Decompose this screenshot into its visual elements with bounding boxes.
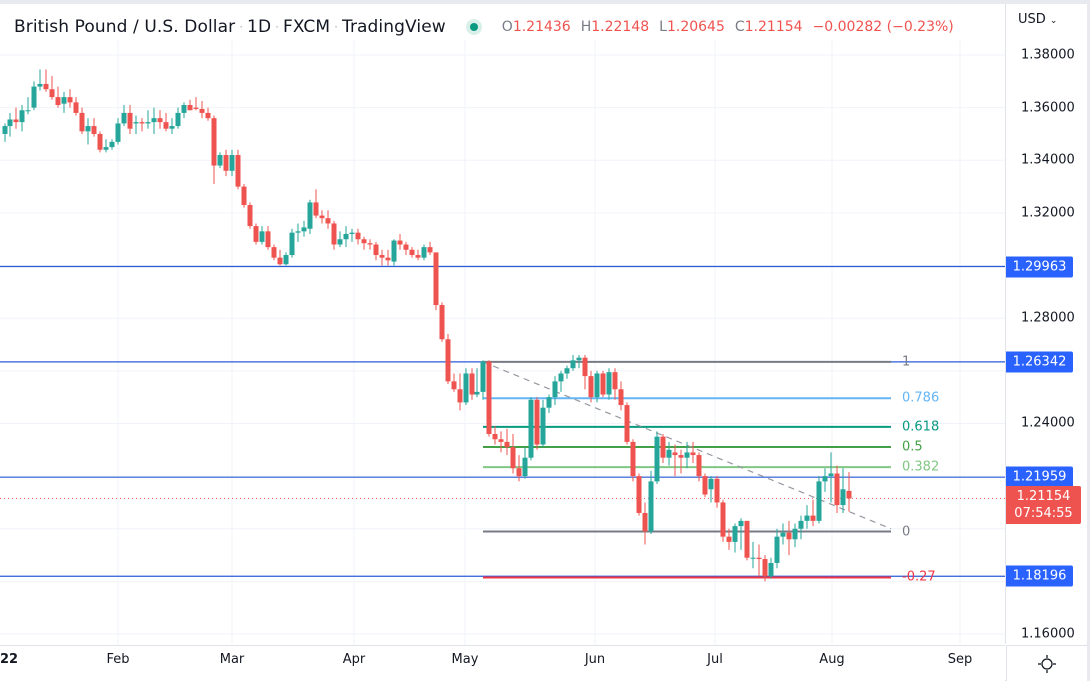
last-price: 1.21154 bbox=[1016, 489, 1071, 505]
fib-level-label: -0.27 bbox=[902, 569, 936, 585]
price-tick: 1.16000 bbox=[1021, 626, 1075, 642]
price-tick: 1.38000 bbox=[1021, 47, 1075, 63]
price-tick: 1.32000 bbox=[1021, 205, 1075, 221]
close-value: 1.21154 bbox=[744, 19, 803, 35]
price-line-tag[interactable]: 1.26342 bbox=[1006, 351, 1073, 373]
separator: · bbox=[275, 20, 279, 34]
fib-level-label: 0.5 bbox=[902, 439, 923, 455]
data-source: TradingView bbox=[341, 17, 446, 37]
interval[interactable]: 1D bbox=[247, 17, 272, 37]
fib-level-label: 1 bbox=[902, 354, 911, 370]
time-label: Jun bbox=[584, 652, 606, 667]
change-value: −0.00282 (−0.23%) bbox=[812, 19, 954, 35]
low-label: L bbox=[659, 19, 667, 35]
open-label: O bbox=[501, 19, 513, 35]
bar-countdown: 07:54:55 bbox=[1014, 506, 1073, 522]
market-status-icon[interactable] bbox=[465, 19, 482, 35]
fib-level-label: 0.618 bbox=[902, 419, 940, 435]
time-label: Feb bbox=[106, 652, 130, 667]
chart-frame bbox=[0, 4, 1086, 680]
time-label: Apr bbox=[342, 652, 366, 667]
symbol-name[interactable]: British Pound / U.S. Dollar bbox=[14, 17, 236, 37]
currency-label: USD bbox=[1018, 12, 1046, 27]
sun-gear-icon bbox=[1038, 654, 1056, 673]
price-line-tag[interactable]: 1.21959 bbox=[1006, 466, 1073, 488]
ohlc-values: O1.21436 H1.22148 L1.20645 C1.21154 −0.0… bbox=[502, 19, 954, 35]
separator: · bbox=[334, 20, 338, 34]
chart-settings-button[interactable] bbox=[1006, 645, 1087, 681]
time-axis[interactable] bbox=[0, 645, 1005, 681]
price-line-tag[interactable]: 1.18196 bbox=[1006, 565, 1073, 587]
price-tick: 1.24000 bbox=[1021, 415, 1075, 431]
time-label: Aug bbox=[819, 652, 845, 667]
price-chart[interactable] bbox=[0, 0, 1005, 645]
fib-level-label: 0.786 bbox=[902, 390, 940, 406]
time-label: 22 bbox=[0, 652, 19, 667]
price-axis[interactable] bbox=[1005, 4, 1087, 644]
price-tick: 1.34000 bbox=[1021, 152, 1075, 168]
time-label: Mar bbox=[219, 652, 245, 667]
time-label: Sep bbox=[947, 652, 973, 667]
high-value: 1.22148 bbox=[591, 19, 650, 35]
fib-level-label: 0 bbox=[902, 524, 911, 540]
separator: · bbox=[239, 20, 244, 34]
high-label: H bbox=[580, 19, 592, 35]
last-price-tag: 1.21154 07:54:55 bbox=[1006, 486, 1081, 525]
time-label: May bbox=[451, 652, 479, 667]
price-tick: 1.28000 bbox=[1021, 310, 1075, 326]
open-value: 1.21436 bbox=[512, 19, 571, 35]
fib-level-label: 0.382 bbox=[902, 459, 940, 475]
chevron-down-icon: ⌄ bbox=[1049, 16, 1058, 26]
close-label: C bbox=[734, 19, 745, 35]
low-value: 1.20645 bbox=[666, 19, 725, 35]
price-line-tag[interactable]: 1.29963 bbox=[1006, 256, 1073, 278]
price-tick: 1.36000 bbox=[1021, 100, 1075, 116]
currency-selector[interactable]: USD ⌄ bbox=[1018, 12, 1057, 27]
time-label: Jul bbox=[707, 652, 723, 667]
exchange: FXCM bbox=[282, 17, 331, 37]
chart-legend: British Pound / U.S. Dollar · 1D · FXCM … bbox=[14, 14, 954, 40]
